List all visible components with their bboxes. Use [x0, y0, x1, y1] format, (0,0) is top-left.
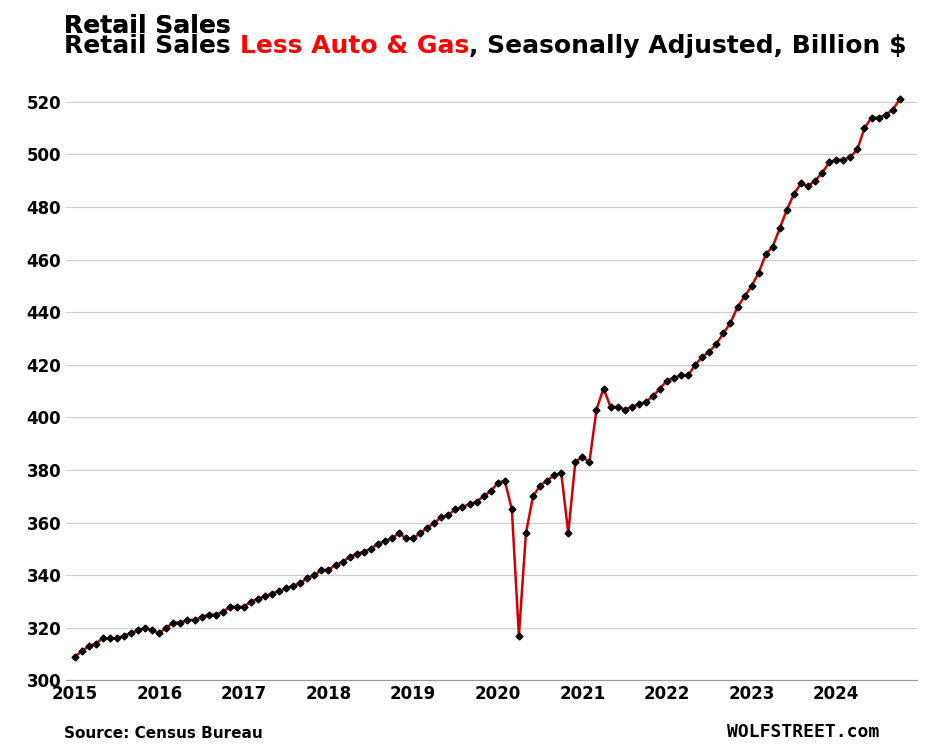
Text: , Seasonally Adjusted, Billion $: , Seasonally Adjusted, Billion $ — [468, 34, 905, 58]
Text: Source: Census Bureau: Source: Census Bureau — [64, 726, 262, 741]
Text: Retail Sales: Retail Sales — [64, 14, 240, 39]
Text: Retail Sales: Retail Sales — [64, 34, 240, 58]
Text: WOLFSTREET.com: WOLFSTREET.com — [726, 723, 878, 741]
Text: Retail Sales: Retail Sales — [64, 14, 240, 39]
Text: Less Auto & Gas: Less Auto & Gas — [240, 34, 468, 58]
